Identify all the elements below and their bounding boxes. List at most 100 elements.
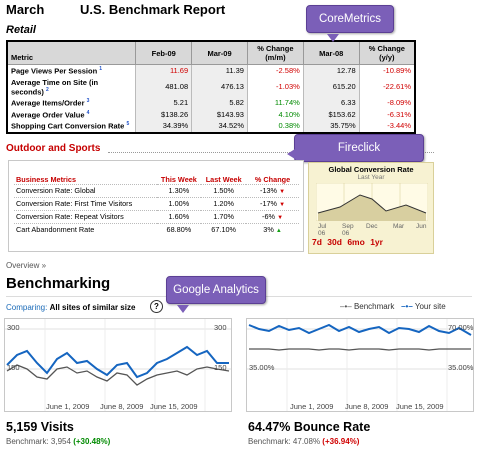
table-row: Cart Abandonment Rate 68.80% 67.10% 3% ▲ [14,222,299,236]
metric-label: Shopping Cart Conversion Rate [11,121,125,131]
mar-cell: 476.13 [191,76,248,97]
metric-label: Page Views Per Session [11,66,98,76]
visits-x-label: June 1, 2009 [46,402,90,411]
table-row: Average Time on Site (in seconds) 2 481.… [6,76,415,97]
benchmark-delta: (+30.48%) [73,437,111,446]
comparing-selector[interactable]: Comparing: All sites of similar size [6,303,135,312]
change-cell: 3% ▲ [246,222,299,236]
benchmark-line [6,364,230,386]
last-week-cell: 67.10% [201,222,247,236]
feb-cell: 11.69 [135,64,192,77]
help-icon[interactable]: ? [150,300,163,313]
feb-cell: 34.39% [135,120,192,133]
yy-change-cell: -3.44% [358,120,415,133]
yy-change-cell: -22.61% [358,76,415,97]
visits-y-mid: 150 [7,363,20,372]
mar08-cell: 12.78 [302,64,360,77]
feb-cell: $138.26 [135,108,192,120]
col-this-week: This Week [160,174,197,184]
callout-tail [177,305,189,313]
change-cell: -6% ▼ [246,209,299,223]
visits-y-top: 300 [7,323,20,332]
fireclick-callout: Fireclick [287,134,424,162]
change-cell: -13% ▼ [246,183,299,197]
yoursite-legend-label: Your site [414,302,446,311]
benchmark-label: Benchmark: [248,437,291,446]
col-metric: Metric [6,40,137,65]
tab-6mo[interactable]: 6mo [347,237,365,247]
benchmark-legend-icon: –•– [340,302,352,311]
gcr-x-label: Jun [416,223,427,230]
tab-7d[interactable]: 7d [312,237,322,247]
bounce-x-label: June 15, 2009 [396,402,444,411]
metric-label: Average Time on Site (in seconds) [11,77,99,97]
benchmark-line [249,348,471,351]
metric-label: Average Items/Order [11,98,85,108]
google-analytics-callout: Google Analytics [166,276,266,313]
col-change-mm: % Change (m/m) [246,40,304,65]
visits-y-top-right: 300 [214,323,227,332]
mar-cell: 11.39 [191,64,248,77]
tab-1yr[interactable]: 1yr [370,237,383,247]
yoursite-legend-icon: –•– [401,302,413,311]
footnote-marker: 2 [46,86,49,93]
benchmark-value: 3,954 [50,437,71,446]
gcr-x-sublabel: 06 [318,230,326,237]
benchmarking-title: Benchmarking [6,275,111,292]
mm-change-cell: 0.38% [246,120,304,133]
global-conversion-subtitle: Last Year [357,174,385,181]
mm-change-cell: 4.10% [246,108,304,120]
callout-label: CoreMetrics [319,13,381,25]
comparing-value[interactable]: All sites of similar size [49,303,136,312]
metric-cell: Average Items/Order 3 [6,97,136,109]
tab-30d[interactable]: 30d [327,237,342,247]
feb-cell: 481.08 [135,76,192,97]
callout-label: Google Analytics [173,284,259,296]
benchmark-label: Benchmark: [6,437,49,446]
table-row: Average Order Value 4 $138.26 $143.93 4.… [6,108,415,120]
benchmark-delta: (+36.94%) [322,437,360,446]
visits-benchmark: Benchmark: 3,954 (+30.48%) [6,437,110,446]
col-mar09: Mar-09 [191,40,248,65]
col-mar08: Mar-08 [302,40,360,65]
mar08-cell: 6.33 [302,97,360,109]
table-row: Page Views Per Session 1 11.69 11.39 -2.… [6,64,415,77]
change-cell: -17% ▼ [246,196,299,210]
col-last-week: Last Week [205,174,242,184]
overview-link[interactable]: Overview » [6,261,47,270]
table-row: Average Items/Order 3 5.21 5.82 11.74% 6… [6,97,415,109]
down-arrow-icon: ▼ [277,215,284,221]
chart-legend: –•– Benchmark –•– Your site [340,302,446,311]
metric-cell: Conversion Rate: Global [14,183,157,197]
change-value: -13% [260,186,278,195]
this-week-cell: 1.60% [156,209,202,223]
gcr-x-sublabel: 06 [342,230,350,237]
up-arrow-icon: ▲ [275,228,282,235]
metric-label: Average Order Value [11,110,85,119]
gcr-x-label: Mar [393,223,405,230]
section-divider [108,152,434,153]
retail-table-header: Metric Feb-09 Mar-09 % Change (m/m) Mar-… [6,40,416,65]
down-arrow-icon: ▼ [279,202,286,208]
col-percent-change: % Change [254,174,291,184]
business-metrics-table: Business Metrics This Week Last Week % C… [14,164,299,236]
benchmark-legend-label: Benchmark [353,302,395,311]
this-week-cell: 1.00% [156,196,202,210]
footnote-marker: 4 [86,109,90,116]
mar-cell: 5.82 [191,97,248,109]
mar-cell: $143.93 [191,108,248,120]
report-month: March [6,2,45,17]
callout-tail [287,149,295,159]
yy-change-cell: -8.09% [358,97,415,109]
report-title: U.S. Benchmark Report [80,2,226,17]
yoursite-line [6,345,229,379]
bounce-y-mid-right: 35.00% [448,363,474,372]
mar08-cell: $153.62 [302,108,360,120]
business-metrics-header: Business Metrics This Week Last Week % C… [14,164,299,184]
last-week-cell: 1.20% [201,196,247,210]
retail-section-title: Retail [6,24,36,36]
change-value: 3% [263,225,274,235]
feb-cell: 5.21 [135,97,192,109]
gcr-x-label: Sep [342,223,354,230]
bounce-x-label: June 1, 2009 [290,402,334,411]
